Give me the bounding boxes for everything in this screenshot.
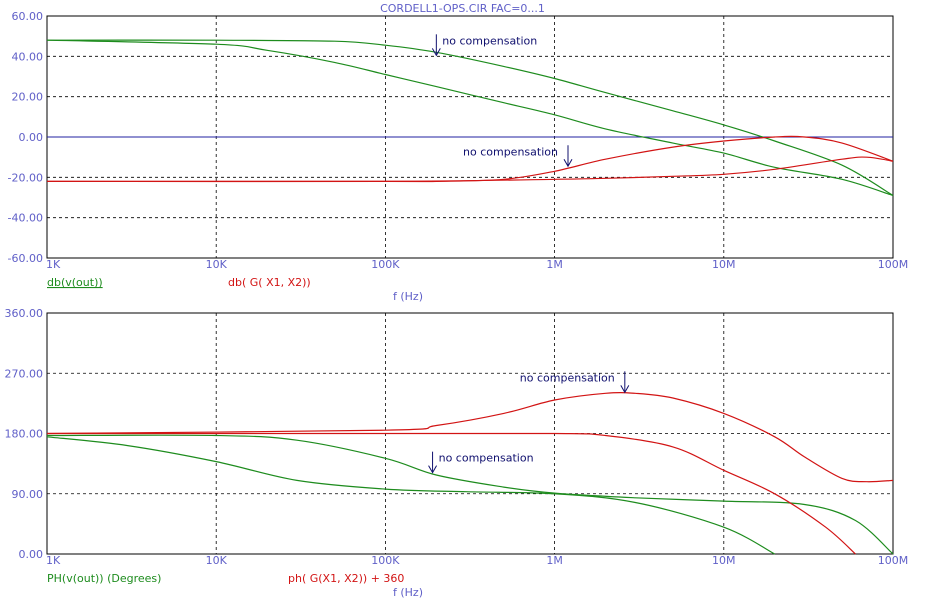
y-tick-label: -20.00 bbox=[8, 171, 43, 184]
series-line-red bbox=[47, 432, 856, 555]
annotation-label: no compensation bbox=[442, 34, 537, 47]
series-line-red bbox=[46, 135, 894, 183]
annotation-arrow-head bbox=[563, 159, 573, 168]
y-tick-label: -60.00 bbox=[8, 252, 43, 265]
x-tick-label: 10K bbox=[206, 554, 228, 567]
legend-entry: db( G( X1, X2)) bbox=[228, 276, 311, 289]
y-tick-label: 270.00 bbox=[5, 367, 44, 380]
y-tick-label: 40.00 bbox=[12, 50, 44, 63]
x-tick-label: 10M bbox=[712, 258, 736, 271]
series-line-green bbox=[46, 39, 894, 197]
chart-title: CORDELL1-OPS.CIR FAC=0...1 bbox=[380, 2, 545, 15]
y-tick-label: 20.00 bbox=[12, 91, 44, 104]
x-tick-label: 100M bbox=[878, 554, 909, 567]
legend-entry: ph( G(X1, X2)) + 360 bbox=[288, 572, 404, 585]
y-tick-label: 90.00 bbox=[12, 488, 44, 501]
x-tick-label: 1K bbox=[46, 258, 61, 271]
annotation-arrow-head bbox=[620, 385, 630, 394]
legend-entry: PH(v(out)) (Degrees) bbox=[47, 572, 161, 585]
y-tick-label: 180.00 bbox=[5, 428, 44, 441]
x-tick-label: 10M bbox=[712, 554, 736, 567]
x-axis-label: f (Hz) bbox=[393, 586, 423, 599]
annotation-arrow-head bbox=[428, 465, 437, 474]
annotation-label: no compensation bbox=[439, 452, 534, 465]
x-tick-label: 100M bbox=[878, 258, 909, 271]
series-line-green bbox=[46, 434, 894, 555]
x-tick-label: 1M bbox=[546, 554, 563, 567]
series-line-red bbox=[46, 392, 894, 483]
x-tick-label: 1K bbox=[46, 554, 61, 567]
y-tick-label: 60.00 bbox=[12, 10, 44, 23]
legend-entry: db(v(out)) bbox=[47, 276, 103, 289]
x-axis-label: f (Hz) bbox=[393, 290, 423, 303]
series-line-green bbox=[46, 436, 775, 555]
y-tick-label: 0.00 bbox=[19, 548, 44, 561]
x-tick-label: 10K bbox=[206, 258, 228, 271]
y-tick-label: -40.00 bbox=[8, 212, 43, 225]
x-tick-label: 1M bbox=[546, 258, 563, 271]
annotation-label: no compensation bbox=[463, 145, 558, 158]
x-tick-label: 100K bbox=[371, 258, 400, 271]
series-line-green bbox=[46, 39, 894, 197]
y-tick-label: 0.00 bbox=[19, 131, 44, 144]
x-tick-label: 100K bbox=[371, 554, 400, 567]
annotation-arrow-head bbox=[431, 48, 441, 57]
series-line-red bbox=[46, 156, 894, 183]
y-tick-label: 360.00 bbox=[5, 307, 44, 320]
annotation-label: no compensation bbox=[520, 371, 615, 384]
